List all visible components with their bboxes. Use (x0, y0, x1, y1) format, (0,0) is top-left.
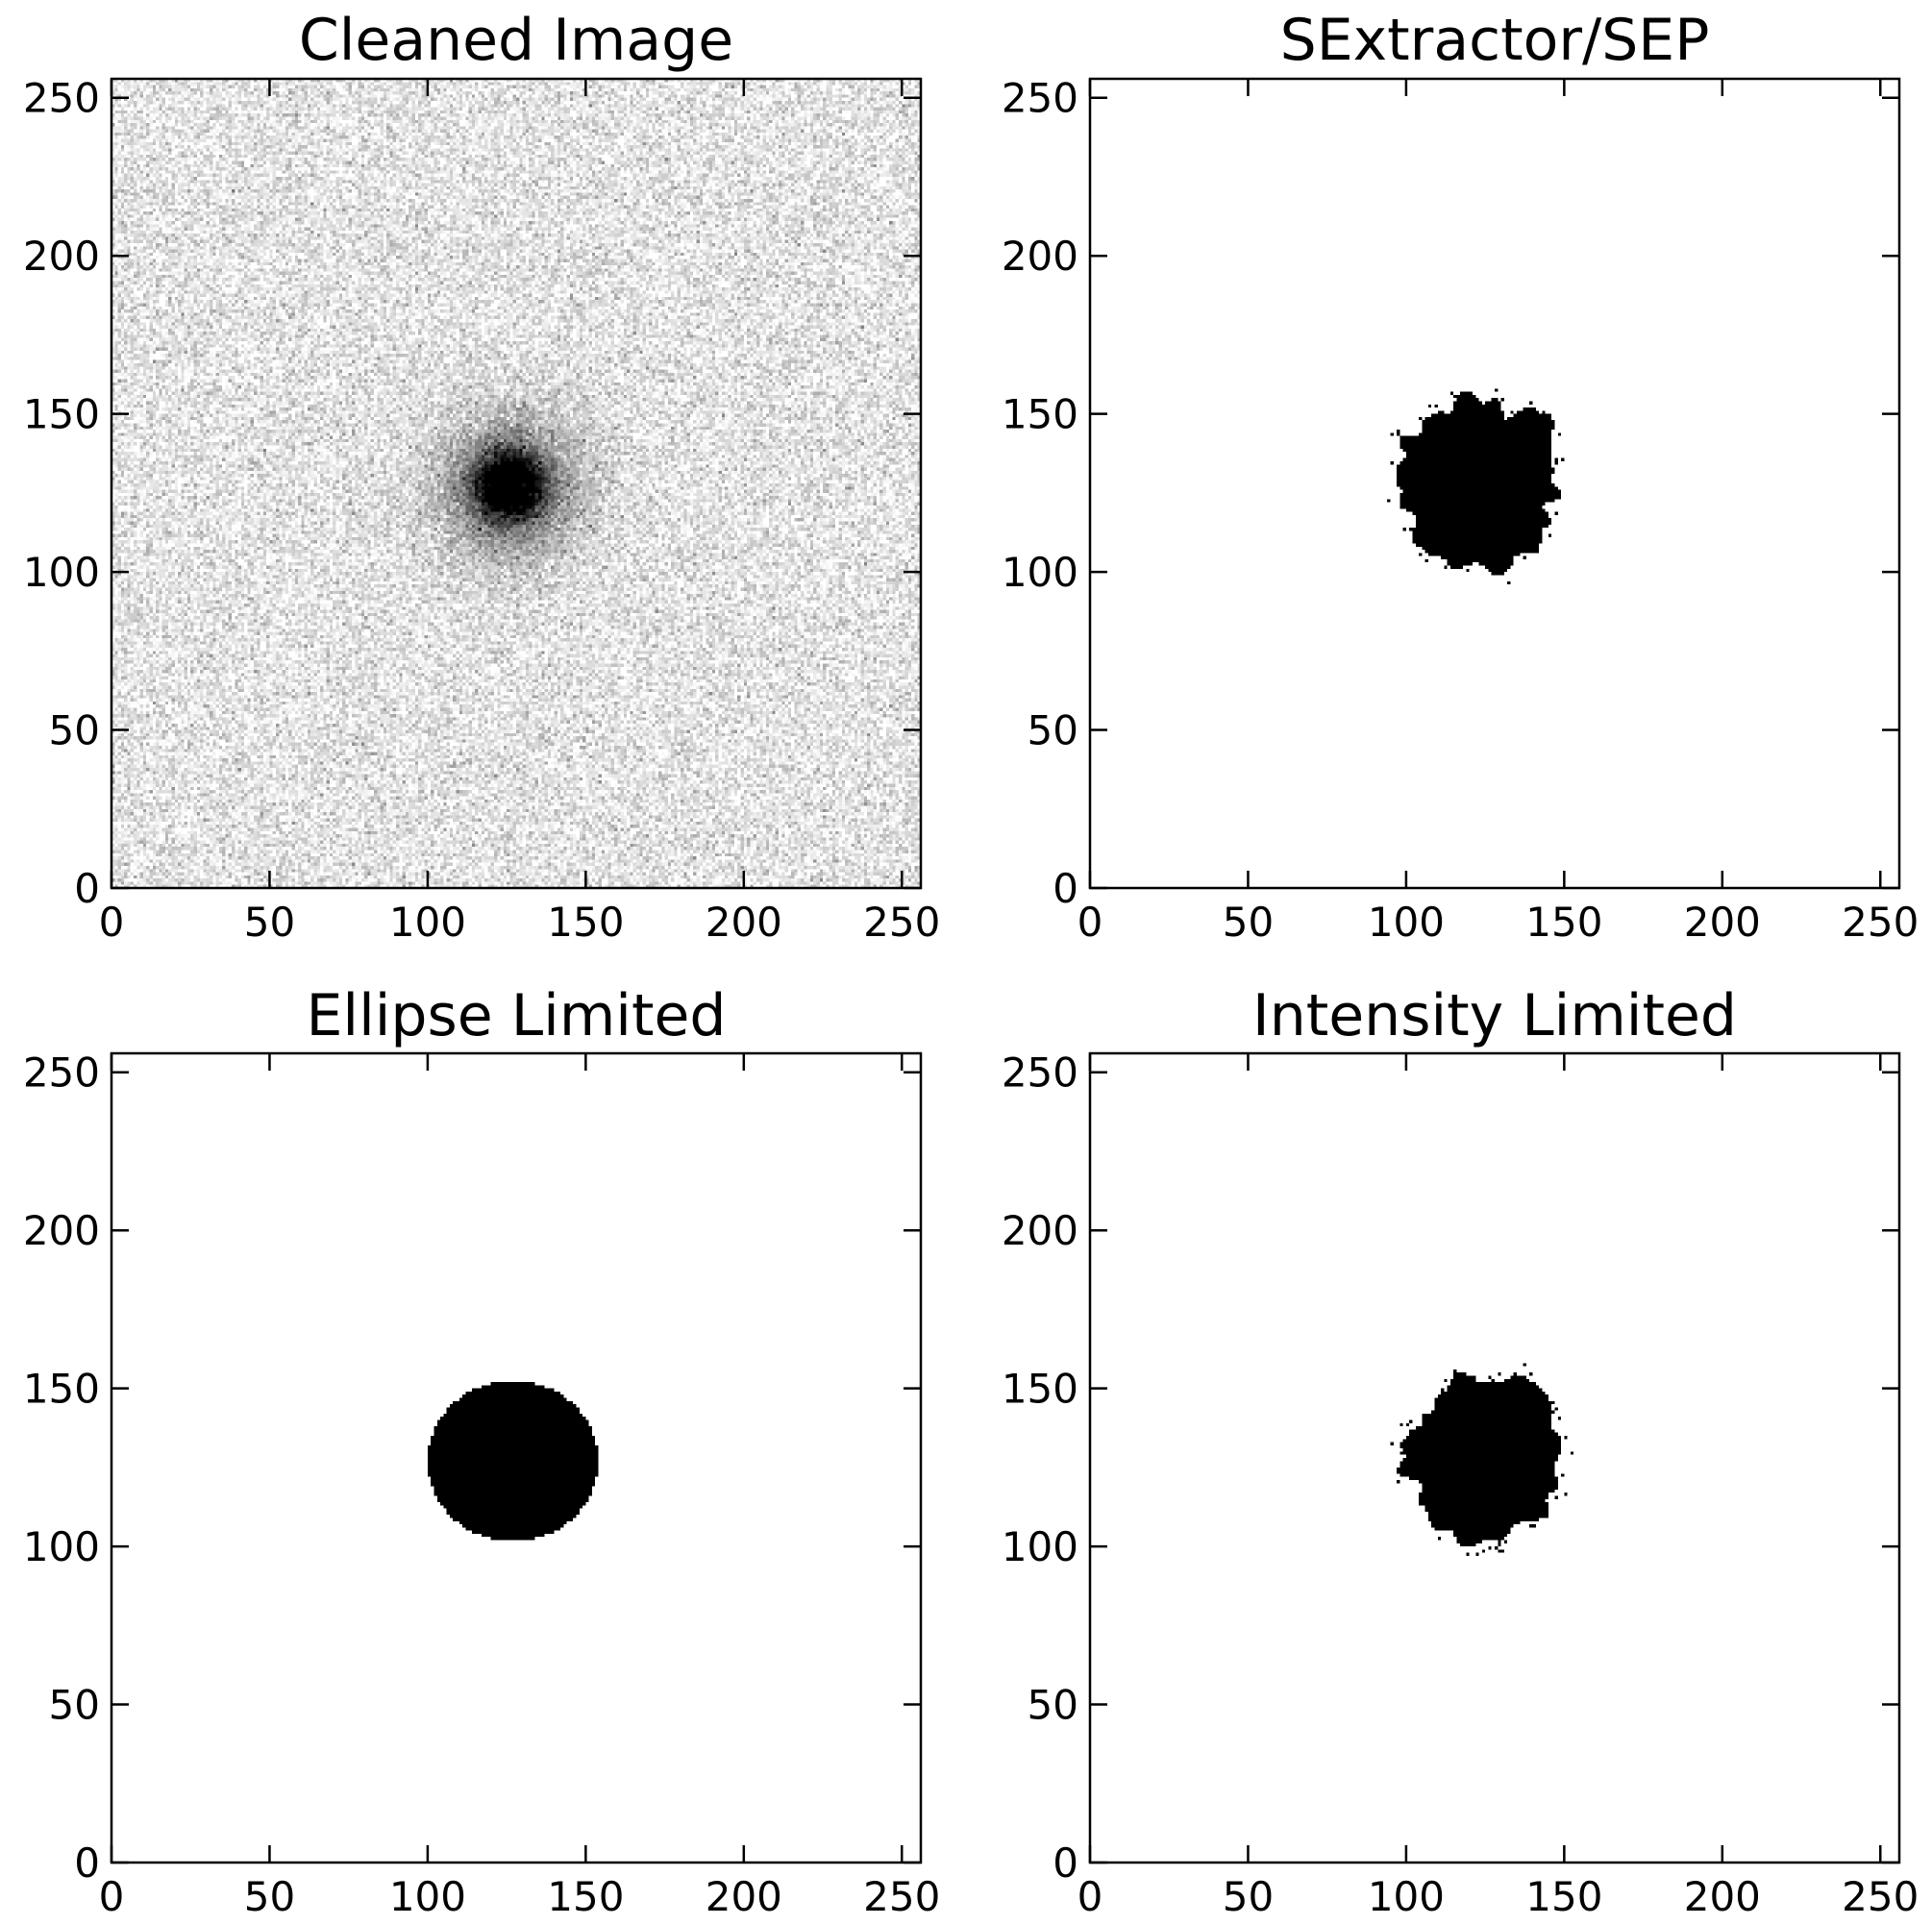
x-tick-label: 0 (1077, 899, 1103, 946)
x-tick-label: 0 (99, 899, 125, 946)
panel-sextractor-sep: SExtractor/SEP 0 50 100 150 200 250 0 50 100 150 2… (1002, 7, 1920, 946)
y-tick-label: 250 (23, 1049, 100, 1097)
y-tick-label: 100 (23, 1523, 100, 1570)
y-tick-label: 200 (1002, 233, 1078, 280)
y-tick-label: 0 (74, 1839, 100, 1887)
y-tick-label: 50 (1028, 707, 1078, 754)
x-tick-label: 250 (863, 899, 940, 946)
y-tick-label: 200 (23, 1207, 100, 1254)
x-tick-label: 100 (389, 899, 466, 946)
x-tick-label: 150 (1525, 1873, 1602, 1920)
x-tick-label: 50 (1223, 1873, 1274, 1920)
y-tick-label: 150 (23, 391, 100, 438)
x-tick-label: 250 (1842, 899, 1919, 946)
panel-title: Ellipse Limited (307, 982, 727, 1049)
panel-image (111, 1053, 921, 1863)
x-tick-label: 200 (706, 1873, 782, 1920)
x-tick-label: 150 (547, 1873, 624, 1920)
x-tick-label: 150 (1525, 899, 1602, 946)
x-tick-label: 250 (863, 1873, 940, 1920)
y-tick-label: 0 (1053, 865, 1078, 912)
y-tick-label: 250 (1002, 1049, 1078, 1097)
y-tick-label: 200 (1002, 1207, 1078, 1254)
panel-title: SExtractor/SEP (1280, 7, 1710, 74)
axes-frame (1088, 77, 1901, 890)
y-tick-label: 50 (49, 1682, 100, 1729)
y-tick-label: 0 (74, 865, 100, 912)
x-tick-label: 150 (547, 899, 624, 946)
x-tick-label: 100 (1368, 899, 1445, 946)
panel-title: Intensity Limited (1252, 982, 1737, 1049)
axes-frame (110, 77, 923, 890)
y-tick-label: 100 (23, 549, 100, 596)
panel-intensity-limited: Intensity Limited 0 50 100 150 200 250 0 50 100 1… (1002, 982, 1920, 1920)
x-tick-label: 100 (1368, 1873, 1445, 1920)
y-tick-label: 250 (23, 75, 100, 122)
y-tick-label: 150 (23, 1366, 100, 1413)
panel-ellipse-limited: Ellipse Limited 0 50 100 150 200 250 0 50 100 150… (23, 982, 941, 1920)
x-tick-label: 100 (389, 1873, 466, 1920)
x-tick-label: 200 (1684, 899, 1761, 946)
x-tick-label: 50 (244, 899, 295, 946)
x-tick-label: 0 (1077, 1873, 1103, 1920)
axes-frame (110, 1051, 923, 1864)
y-tick-label: 0 (1053, 1839, 1078, 1887)
x-tick-label: 200 (1684, 1873, 1761, 1920)
y-tick-label: 150 (1002, 1366, 1078, 1413)
panel-image (1090, 79, 1899, 888)
y-tick-label: 250 (1002, 75, 1078, 122)
y-tick-label: 100 (1002, 1523, 1078, 1570)
x-tick-label: 200 (706, 899, 782, 946)
panel-image (111, 79, 921, 888)
panel-cleaned-image: Cleaned Image 0 50 100 150 200 250 0 50 100 150 20… (23, 7, 941, 946)
x-tick-label: 250 (1842, 1873, 1919, 1920)
y-tick-label: 100 (1002, 549, 1078, 596)
y-tick-label: 200 (23, 233, 100, 280)
axes-frame (1088, 1051, 1901, 1864)
x-tick-label: 0 (99, 1873, 125, 1920)
panel-title: Cleaned Image (299, 7, 733, 74)
y-tick-label: 50 (1028, 1682, 1078, 1729)
y-tick-label: 150 (1002, 391, 1078, 438)
x-tick-label: 50 (1223, 899, 1274, 946)
x-tick-label: 50 (244, 1873, 295, 1920)
y-tick-label: 50 (49, 707, 100, 754)
panel-image (1090, 1053, 1899, 1863)
